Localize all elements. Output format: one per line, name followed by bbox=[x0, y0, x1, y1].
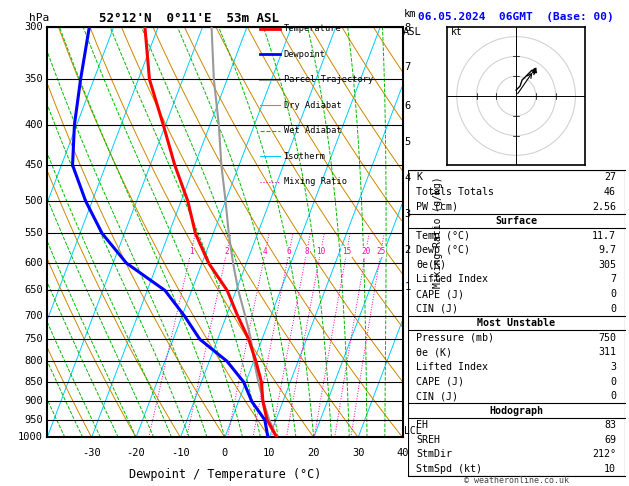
Text: 8: 8 bbox=[304, 247, 309, 256]
Text: 800: 800 bbox=[24, 356, 43, 366]
Text: 500: 500 bbox=[24, 196, 43, 206]
Text: 6: 6 bbox=[287, 247, 292, 256]
Text: Temperature: Temperature bbox=[284, 24, 342, 33]
Text: CIN (J): CIN (J) bbox=[416, 304, 459, 313]
Text: Dry Adiabat: Dry Adiabat bbox=[284, 101, 342, 110]
Text: 750: 750 bbox=[598, 333, 616, 343]
Text: km: km bbox=[403, 9, 416, 18]
Text: LCL: LCL bbox=[404, 426, 422, 435]
Text: 0: 0 bbox=[610, 304, 616, 313]
Text: 950: 950 bbox=[24, 415, 43, 425]
Text: 311: 311 bbox=[598, 347, 616, 357]
Text: 0: 0 bbox=[610, 391, 616, 401]
Text: CAPE (J): CAPE (J) bbox=[416, 377, 464, 386]
Text: 52°12'N  0°11'E  53m ASL: 52°12'N 0°11'E 53m ASL bbox=[99, 12, 279, 25]
Text: 6: 6 bbox=[404, 101, 411, 110]
Text: -20: -20 bbox=[126, 448, 145, 458]
Text: CAPE (J): CAPE (J) bbox=[416, 289, 464, 299]
Text: 20: 20 bbox=[308, 448, 320, 458]
Text: 10: 10 bbox=[604, 464, 616, 474]
Text: θe (K): θe (K) bbox=[416, 347, 452, 357]
Text: -10: -10 bbox=[171, 448, 190, 458]
Text: 3: 3 bbox=[610, 362, 616, 372]
Text: 0: 0 bbox=[222, 448, 228, 458]
Text: Pressure (mb): Pressure (mb) bbox=[416, 333, 494, 343]
Text: 10: 10 bbox=[263, 448, 276, 458]
Text: Wet Adiabat: Wet Adiabat bbox=[284, 126, 342, 135]
Text: 4: 4 bbox=[263, 247, 268, 256]
Text: 7: 7 bbox=[404, 62, 411, 72]
Text: 4: 4 bbox=[404, 174, 411, 183]
Text: θe(K): θe(K) bbox=[416, 260, 446, 270]
Text: 5: 5 bbox=[404, 138, 411, 147]
Text: 212°: 212° bbox=[592, 450, 616, 459]
Text: kt: kt bbox=[451, 27, 462, 36]
Text: Dewpoint / Temperature (°C): Dewpoint / Temperature (°C) bbox=[129, 468, 321, 481]
Text: 900: 900 bbox=[24, 397, 43, 406]
Text: 8: 8 bbox=[404, 23, 411, 33]
Text: 30: 30 bbox=[352, 448, 364, 458]
Text: Lifted Index: Lifted Index bbox=[416, 362, 488, 372]
Text: © weatheronline.co.uk: © weatheronline.co.uk bbox=[464, 476, 569, 485]
Text: 650: 650 bbox=[24, 285, 43, 295]
Text: 9.7: 9.7 bbox=[598, 245, 616, 255]
Text: 300: 300 bbox=[24, 22, 43, 32]
Text: 11.7: 11.7 bbox=[592, 231, 616, 241]
Text: Isotherm: Isotherm bbox=[284, 152, 325, 160]
Text: Totals Totals: Totals Totals bbox=[416, 187, 494, 197]
Text: 450: 450 bbox=[24, 160, 43, 170]
Text: 0: 0 bbox=[610, 377, 616, 386]
Text: Lifted Index: Lifted Index bbox=[416, 275, 488, 284]
Text: Surface: Surface bbox=[495, 216, 537, 226]
Text: Mixing Ratio (g/kg): Mixing Ratio (g/kg) bbox=[433, 176, 443, 288]
Text: 2: 2 bbox=[225, 247, 229, 256]
Text: 750: 750 bbox=[24, 334, 43, 344]
Text: StmDir: StmDir bbox=[416, 450, 452, 459]
Text: 15: 15 bbox=[342, 247, 352, 256]
Text: 2.56: 2.56 bbox=[592, 202, 616, 211]
Text: Parcel Trajectory: Parcel Trajectory bbox=[284, 75, 373, 84]
Text: 25: 25 bbox=[376, 247, 386, 256]
Text: hPa: hPa bbox=[30, 13, 50, 23]
Text: 83: 83 bbox=[604, 420, 616, 430]
Text: 1: 1 bbox=[189, 247, 193, 256]
Text: 550: 550 bbox=[24, 228, 43, 239]
Text: ASL: ASL bbox=[403, 27, 422, 37]
Text: 1000: 1000 bbox=[18, 433, 43, 442]
Text: Dewpoint: Dewpoint bbox=[284, 50, 325, 59]
Text: 46: 46 bbox=[604, 187, 616, 197]
Text: 20: 20 bbox=[361, 247, 370, 256]
Text: Hodograph: Hodograph bbox=[489, 406, 543, 416]
Text: 3: 3 bbox=[404, 209, 411, 219]
Text: 850: 850 bbox=[24, 377, 43, 387]
Text: 305: 305 bbox=[598, 260, 616, 270]
Text: 700: 700 bbox=[24, 311, 43, 321]
Text: 400: 400 bbox=[24, 120, 43, 130]
Text: 40: 40 bbox=[396, 448, 409, 458]
Text: EH: EH bbox=[416, 420, 428, 430]
Text: Temp (°C): Temp (°C) bbox=[416, 231, 470, 241]
Text: -30: -30 bbox=[82, 448, 101, 458]
Text: 350: 350 bbox=[24, 74, 43, 84]
Text: 1: 1 bbox=[404, 282, 411, 292]
Text: 2: 2 bbox=[404, 245, 411, 256]
Text: StmSpd (kt): StmSpd (kt) bbox=[416, 464, 482, 474]
Text: SREH: SREH bbox=[416, 435, 440, 445]
Text: 27: 27 bbox=[604, 173, 616, 182]
Text: CIN (J): CIN (J) bbox=[416, 391, 459, 401]
Text: 7: 7 bbox=[610, 275, 616, 284]
Text: 06.05.2024  06GMT  (Base: 00): 06.05.2024 06GMT (Base: 00) bbox=[418, 12, 614, 22]
Text: 600: 600 bbox=[24, 258, 43, 268]
Text: 10: 10 bbox=[316, 247, 325, 256]
Text: K: K bbox=[416, 173, 422, 182]
Text: Most Unstable: Most Unstable bbox=[477, 318, 555, 328]
Text: 0: 0 bbox=[610, 289, 616, 299]
Text: Mixing Ratio: Mixing Ratio bbox=[284, 177, 347, 186]
Text: Dewp (°C): Dewp (°C) bbox=[416, 245, 470, 255]
Text: 69: 69 bbox=[604, 435, 616, 445]
Text: PW (cm): PW (cm) bbox=[416, 202, 459, 211]
